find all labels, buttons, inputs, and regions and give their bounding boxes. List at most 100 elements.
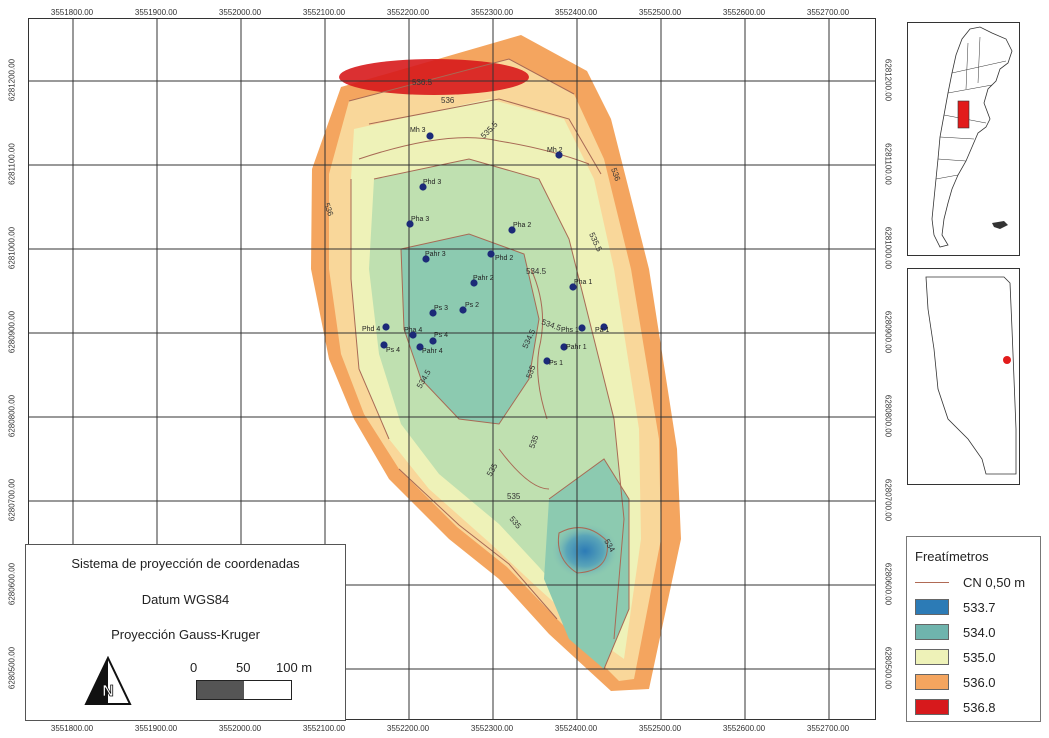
legend-swatch bbox=[915, 599, 949, 615]
x-tick: 3552600.00 bbox=[722, 8, 766, 17]
scale-bar bbox=[196, 680, 292, 700]
well-label: Pha 1 bbox=[574, 279, 592, 286]
legend-swatch bbox=[915, 649, 949, 665]
x-tick: 3552500.00 bbox=[638, 8, 682, 17]
islands-icon bbox=[992, 221, 1008, 229]
well-label: Pa 1 bbox=[595, 327, 610, 334]
x-tick: 3552200.00 bbox=[386, 724, 430, 733]
well-label: Pahr 4 bbox=[422, 348, 443, 355]
well-marker[interactable] bbox=[459, 306, 467, 314]
well-label: Pha 2 bbox=[513, 222, 531, 229]
x-tick: 3552600.00 bbox=[722, 724, 766, 733]
well-marker[interactable] bbox=[560, 343, 568, 351]
well-label: Phd 2 bbox=[495, 255, 513, 262]
y-tick: 6280800.00 bbox=[7, 394, 17, 438]
x-tick: 3552100.00 bbox=[302, 8, 346, 17]
legend-item: 536.8 bbox=[915, 698, 996, 716]
inset-country-map bbox=[907, 22, 1020, 256]
y-tick: 6280500.00 bbox=[883, 646, 893, 690]
projection-label: Proyección Gauss-Kruger bbox=[111, 627, 260, 642]
well-marker[interactable] bbox=[569, 283, 577, 291]
well-marker[interactable] bbox=[409, 331, 417, 339]
legend: Freatímetros CN 0,50 m 533.7 534.0 535.0… bbox=[906, 536, 1041, 722]
y-tick: 6280900.00 bbox=[883, 310, 893, 354]
x-tick: 3552400.00 bbox=[554, 724, 598, 733]
legend-swatch bbox=[915, 699, 949, 715]
y-tick: 6281000.00 bbox=[7, 226, 17, 270]
well-marker[interactable] bbox=[380, 341, 388, 349]
legend-title: Freatímetros bbox=[915, 549, 989, 564]
well-marker[interactable] bbox=[508, 226, 516, 234]
well-marker[interactable] bbox=[429, 337, 437, 345]
x-tick: 3552300.00 bbox=[470, 8, 514, 17]
x-tick: 3552000.00 bbox=[218, 724, 262, 733]
legend-item: 534.0 bbox=[915, 623, 996, 641]
y-tick: 6280600.00 bbox=[883, 562, 893, 606]
north-arrow-icon: N bbox=[84, 656, 132, 705]
x-tick: 3552100.00 bbox=[302, 724, 346, 733]
well-label: Mh 2 bbox=[547, 147, 563, 154]
x-tick: 3552200.00 bbox=[386, 8, 430, 17]
well-marker[interactable] bbox=[406, 220, 414, 228]
x-tick: 3551800.00 bbox=[50, 8, 94, 17]
x-tick: 3551900.00 bbox=[134, 8, 178, 17]
y-tick: 6281000.00 bbox=[883, 226, 893, 270]
y-tick: 6280900.00 bbox=[7, 310, 17, 354]
x-tick: 3552700.00 bbox=[806, 8, 850, 17]
well-label: Phd 4 bbox=[362, 326, 380, 333]
scale-bar-dark bbox=[197, 681, 244, 699]
well-label: Ps 4 bbox=[434, 332, 448, 339]
x-tick: 3552300.00 bbox=[470, 724, 514, 733]
zone-high-north bbox=[339, 59, 529, 95]
legend-swatch bbox=[915, 674, 949, 690]
contour-label: 535 bbox=[527, 434, 540, 450]
svg-text:N: N bbox=[102, 683, 114, 700]
contour-label: 536.5 bbox=[412, 78, 433, 87]
country-outline bbox=[931, 26, 1013, 248]
y-tick: 6280600.00 bbox=[7, 562, 17, 606]
well-label: Phd 3 bbox=[423, 179, 441, 186]
well-marker[interactable] bbox=[543, 357, 551, 365]
province-highlight bbox=[957, 100, 970, 129]
well-label: Ps 2 bbox=[465, 302, 479, 309]
well-marker[interactable] bbox=[416, 343, 424, 351]
well-marker[interactable] bbox=[487, 250, 495, 258]
well-marker[interactable] bbox=[555, 151, 563, 159]
well-label: Phs 1 bbox=[561, 327, 579, 334]
contour-label: 534.5 bbox=[526, 267, 547, 276]
groundwater-map: 536.5 536 535.5 536 536 535.5 534.5 534.… bbox=[29, 19, 875, 719]
well-marker[interactable] bbox=[578, 324, 586, 332]
well-marker[interactable] bbox=[419, 183, 427, 191]
legend-label: 533.7 bbox=[963, 599, 996, 615]
contour-label: 535 bbox=[524, 364, 537, 380]
contour-label: 536 bbox=[441, 96, 455, 105]
study-site-marker bbox=[1003, 356, 1011, 364]
well-marker[interactable] bbox=[470, 279, 478, 287]
scale-label-50: 50 bbox=[236, 660, 251, 675]
scale-bar-light bbox=[244, 681, 291, 699]
y-tick: 6281200.00 bbox=[7, 58, 17, 102]
province-outline bbox=[925, 276, 1017, 475]
y-tick: 6280700.00 bbox=[7, 478, 17, 522]
well-marker[interactable] bbox=[426, 132, 434, 140]
well-label: Pha 4 bbox=[404, 327, 422, 334]
well-marker[interactable] bbox=[429, 309, 437, 317]
y-tick: 6280700.00 bbox=[883, 478, 893, 522]
legend-label: 534.0 bbox=[963, 624, 996, 640]
well-label: Ps 3 bbox=[434, 305, 448, 312]
well-label: Mh 3 bbox=[410, 127, 426, 134]
well-label: Ps 4 bbox=[386, 347, 400, 354]
x-tick: 3551900.00 bbox=[134, 724, 178, 733]
x-tick: 3552000.00 bbox=[218, 8, 262, 17]
well-marker[interactable] bbox=[382, 323, 390, 331]
legend-item: 533.7 bbox=[915, 598, 996, 616]
legend-swatch bbox=[915, 624, 949, 640]
well-marker[interactable] bbox=[600, 323, 608, 331]
contour-label: 536 bbox=[609, 167, 622, 183]
legend-label: CN 0,50 m bbox=[963, 574, 1026, 590]
scale-label-100: 100 m bbox=[276, 660, 313, 675]
x-tick: 3551800.00 bbox=[50, 724, 94, 733]
legend-label: 536.8 bbox=[963, 699, 996, 715]
projection-info: Sistema de proyección de coordenadas Dat… bbox=[25, 544, 346, 721]
well-marker[interactable] bbox=[422, 255, 430, 263]
